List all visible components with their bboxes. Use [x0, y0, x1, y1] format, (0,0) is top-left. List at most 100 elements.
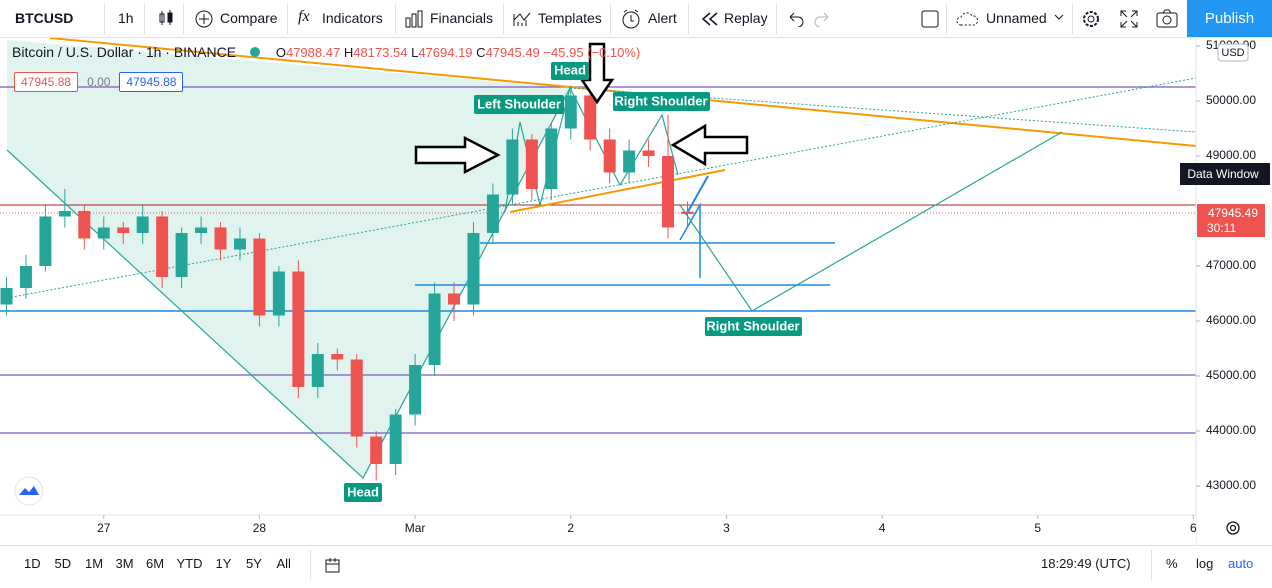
percent-toggle[interactable]: %: [1166, 556, 1178, 571]
ask[interactable]: 47945.88: [119, 72, 184, 92]
arrow-right: [414, 135, 501, 175]
y-tick-label: 46000.00: [1206, 313, 1256, 327]
toolbar: BTCUSD 1h Compare fx Indicators Financia…: [0, 0, 1272, 38]
annotation: Head: [347, 484, 379, 499]
toolbar-button[interactable]: Alert: [648, 10, 677, 26]
data-window-box[interactable]: [1180, 163, 1270, 185]
logo[interactable]: [14, 476, 44, 506]
y-tick-label: 47000.00: [1206, 258, 1256, 272]
annotation-box: [551, 62, 589, 80]
currency: USD: [1221, 47, 1244, 59]
candle-body: [97, 227, 110, 239]
x-tick-label: 27: [97, 521, 111, 535]
price-axis-bg: [1196, 38, 1272, 545]
caret[interactable]: [1054, 14, 1064, 22]
toolbar-button[interactable]: Replay: [724, 10, 768, 26]
candle-body: [681, 211, 694, 214]
log-toggle[interactable]: log: [1196, 556, 1214, 571]
layout-icon[interactable]: [920, 9, 940, 29]
time-axis-bg: [0, 515, 1196, 545]
bid[interactable]: 47945.88: [14, 72, 79, 92]
range-button[interactable]: 5D: [54, 556, 72, 571]
logo-icon: [19, 486, 39, 495]
y-tick-label: 43000.00: [1206, 478, 1256, 492]
ohlc-key: L: [411, 45, 419, 60]
clock: 18:29:49 (UTC): [1041, 556, 1131, 571]
x-tick-label: 3: [723, 521, 730, 535]
candle-body: [370, 436, 383, 465]
neckline: [509, 169, 726, 213]
annotation-box: [344, 483, 382, 502]
candle-body: [486, 194, 499, 233]
candle-body: [467, 232, 480, 305]
indicators-icon: fx: [298, 8, 310, 25]
candle-body: [214, 227, 227, 250]
pattern-line: [504, 86, 679, 213]
x-tick-label: 6: [1190, 521, 1197, 535]
projection: [685, 175, 709, 216]
range-button[interactable]: All: [276, 556, 291, 571]
candle-body: [662, 155, 675, 228]
legend-title: Bitcoin / U.S. Dollar · 1h · BINANCE: [12, 44, 237, 60]
data-window[interactable]: Data Window: [1187, 167, 1259, 181]
chart-type[interactable]: [157, 9, 175, 27]
candle-body: [78, 210, 91, 239]
candle-body: [253, 238, 266, 316]
candle-body: [331, 354, 344, 360]
range-button[interactable]: 5Y: [246, 556, 262, 571]
arrows: [414, 42, 749, 175]
auto-toggle[interactable]: auto: [1228, 556, 1254, 571]
templates-icon: [513, 12, 531, 26]
snapshot-button[interactable]: [1156, 9, 1178, 29]
candle-body: [0, 287, 13, 305]
range-button[interactable]: 6M: [146, 556, 165, 571]
settings-icon[interactable]: [1226, 521, 1240, 535]
publish-button[interactable]: Publish: [1187, 0, 1272, 37]
y-tick-label: 50000.00: [1206, 93, 1256, 107]
toolbar-button[interactable]: Templates: [538, 10, 602, 26]
y-tick-label: 45000.00: [1206, 368, 1256, 382]
alert-icon: [622, 9, 640, 29]
annotation: Left Shoulder: [477, 96, 561, 111]
layout-name[interactable]: Unnamed: [986, 10, 1047, 26]
candle-body: [175, 232, 188, 277]
toolbar-button[interactable]: Indicators: [322, 10, 383, 26]
range-button[interactable]: YTD: [176, 556, 203, 571]
last-price: 47945.49: [1208, 206, 1258, 220]
candle-body: [233, 238, 246, 250]
candle-body: [156, 216, 169, 277]
arrow-left: [670, 123, 749, 167]
ohlc-key: O: [275, 45, 286, 60]
toolbar-button[interactable]: Compare: [220, 10, 278, 26]
range-button[interactable]: 1D: [24, 556, 41, 571]
candle-body: [564, 95, 577, 129]
pattern-line: [679, 131, 1063, 312]
undo-redo[interactable]: [786, 11, 832, 27]
cloud-icon: [956, 12, 979, 26]
ohlc: O47988.47 H48173.54 L47694.19 C47945.49 …: [276, 45, 640, 60]
candle-body: [584, 95, 597, 140]
range-button[interactable]: 1M: [85, 556, 104, 571]
projection: [679, 202, 701, 278]
annotations: Head Left Shoulder Right Shoulder Right …: [344, 62, 802, 502]
candle-body: [389, 414, 402, 465]
candle-body: [603, 139, 616, 173]
fullscreen-button[interactable]: [1119, 9, 1139, 29]
pattern-line: [6, 87, 571, 479]
candles: [0, 85, 694, 481]
annotation: Head: [554, 62, 586, 77]
range-button[interactable]: 1Y: [215, 556, 232, 571]
settings-button[interactable]: [1080, 8, 1102, 30]
dotted-line: [6, 77, 1197, 299]
replay-icon: [701, 12, 718, 26]
toolbar-button[interactable]: Financials: [430, 10, 494, 26]
goto-date[interactable]: [324, 557, 342, 575]
interval[interactable]: 1h: [118, 10, 134, 26]
ohlc-key: C: [476, 45, 486, 60]
candle-body: [311, 354, 324, 388]
annotation-box: [474, 95, 564, 114]
range-button[interactable]: 3M: [115, 556, 134, 571]
symbol[interactable]: BTCUSD: [15, 10, 74, 26]
